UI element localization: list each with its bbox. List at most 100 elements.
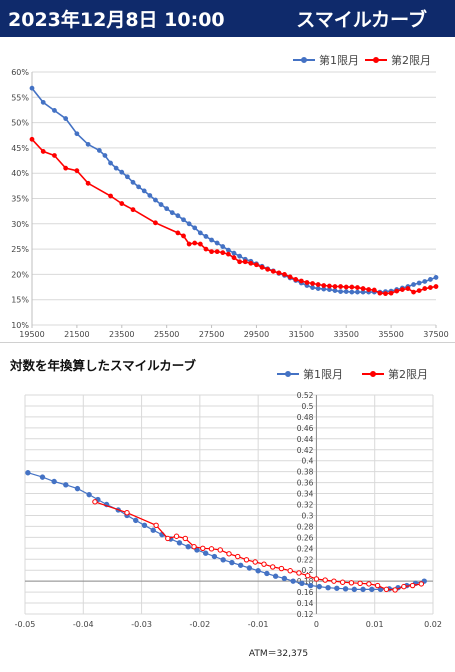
data-point	[265, 266, 271, 272]
data-point	[242, 259, 248, 265]
x-tick-label: 31500	[289, 330, 314, 339]
y-tick-label: 0.4	[301, 457, 313, 466]
y-tick-label: 10%	[11, 321, 29, 330]
data-point	[74, 485, 81, 492]
data-point	[85, 141, 91, 147]
data-point	[40, 149, 46, 154]
data-point	[192, 240, 198, 246]
data-point	[304, 280, 310, 285]
data-point	[366, 581, 372, 587]
data-point	[270, 564, 276, 570]
y-tick-label: 0.42	[297, 446, 314, 455]
data-point	[108, 160, 113, 166]
data-point	[261, 561, 267, 567]
x-tick-label: 19500	[19, 330, 44, 339]
data-point	[388, 290, 394, 296]
data-point	[141, 522, 148, 529]
data-point	[315, 286, 321, 291]
log-smile-curve-chart: 0.120.140.160.180.20.220.240.260.280.30.…	[15, 367, 442, 659]
data-point	[182, 535, 188, 542]
data-point	[326, 283, 332, 289]
data-point	[339, 579, 346, 585]
legend-label: 第1限月	[319, 53, 359, 67]
x-tick-label: -0.02	[190, 620, 211, 629]
data-point	[374, 582, 381, 589]
y-tick-label: 0.12	[297, 610, 314, 619]
data-point	[304, 572, 311, 579]
series-line	[31, 138, 437, 295]
data-point	[229, 559, 235, 566]
y-tick-label: 0.5	[301, 402, 313, 411]
data-point	[315, 282, 321, 287]
data-point	[422, 286, 428, 291]
data-point	[298, 278, 304, 284]
data-point	[225, 251, 231, 257]
y-tick-label: 0.18	[297, 577, 314, 586]
y-tick-label: 35%	[11, 195, 29, 204]
data-point	[186, 221, 192, 227]
data-point	[237, 562, 244, 568]
y-tick-label: 0.36	[297, 479, 314, 488]
data-point	[220, 557, 226, 563]
y-tick-label: 0.3	[301, 511, 313, 520]
data-point	[150, 527, 156, 533]
y-tick-label: 0.48	[297, 413, 314, 422]
data-point	[321, 283, 327, 288]
data-point	[331, 578, 337, 584]
data-point	[254, 262, 259, 268]
data-point	[276, 270, 282, 276]
y-tick-label: 0.22	[297, 555, 314, 564]
data-point	[293, 277, 299, 282]
data-point	[74, 131, 80, 137]
data-point	[248, 260, 254, 266]
y-tick-label: 0.38	[297, 468, 314, 477]
data-point	[147, 193, 153, 198]
x-tick-label: -0.01	[248, 620, 269, 629]
page-title: 2023年12月8日 10:00	[8, 9, 225, 31]
header-bar: 2023年12月8日 10:00 スマイルカーブ	[0, 0, 455, 37]
data-point	[124, 174, 130, 180]
data-point	[325, 585, 331, 591]
data-point	[153, 197, 158, 203]
data-point	[343, 289, 349, 295]
legend-marker	[370, 371, 376, 377]
data-point	[40, 99, 46, 105]
data-point	[119, 169, 125, 175]
legend-marker	[373, 57, 379, 63]
data-point	[316, 583, 323, 590]
data-point	[282, 272, 287, 277]
chart2-title: 対数を年換算したスマイルカーブ	[10, 358, 197, 373]
data-point	[299, 580, 305, 587]
x-tick-label: 0	[314, 620, 319, 629]
data-point	[366, 287, 372, 292]
data-point	[197, 230, 203, 236]
data-point	[39, 474, 46, 480]
data-point	[416, 288, 422, 293]
data-point	[360, 586, 366, 593]
smile-curve-panel: 10% 15% 20% 25% 30% 35% 40% 45% 50% 55% 60% 19500 21…	[0, 37, 455, 343]
data-point	[29, 85, 35, 91]
data-point	[411, 282, 416, 287]
x-tick-label: 0.02	[424, 620, 442, 629]
data-point	[211, 553, 218, 560]
data-point	[181, 217, 186, 223]
data-point	[278, 565, 285, 572]
data-point	[383, 586, 390, 593]
data-point	[225, 247, 231, 253]
data-point	[237, 253, 243, 259]
data-point	[246, 565, 253, 571]
data-point	[332, 284, 338, 289]
data-point	[96, 148, 102, 153]
data-point	[130, 179, 136, 185]
data-point	[175, 230, 181, 236]
data-point	[85, 180, 91, 186]
y-tick-label: 0.46	[297, 424, 314, 433]
data-point	[130, 207, 136, 213]
data-point	[349, 289, 355, 295]
data-point	[296, 570, 302, 576]
data-point	[237, 259, 243, 265]
data-point	[399, 287, 405, 292]
data-point	[191, 543, 197, 550]
data-point	[369, 586, 375, 593]
data-point	[169, 210, 175, 216]
